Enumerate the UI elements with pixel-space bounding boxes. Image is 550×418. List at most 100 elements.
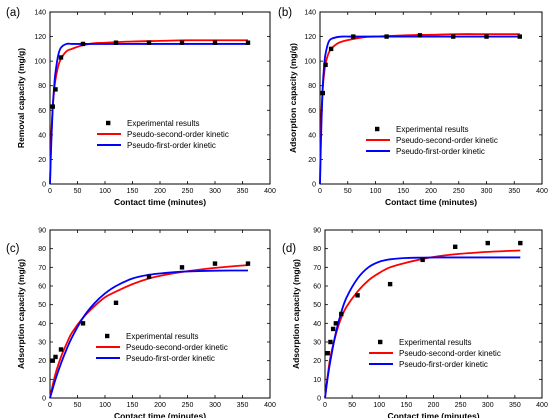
- data-point: [58, 347, 64, 352]
- y-tick-label: 20: [38, 157, 46, 164]
- series-line-pseudo-second-order: [49, 39, 248, 185]
- x-tick-label: 300: [209, 188, 221, 195]
- data-point: [484, 34, 489, 39]
- data-point: [518, 240, 523, 246]
- y-tick-label: 140: [304, 10, 316, 17]
- x-tick-label: 100: [373, 402, 385, 409]
- y-tick-label: 100: [304, 59, 316, 66]
- x-tick-label: 400: [536, 402, 548, 409]
- data-point: [245, 261, 251, 266]
- legend-label: Experimental results: [127, 119, 199, 128]
- x-tick-label: 100: [99, 188, 111, 195]
- chart-panel-d: 0 50 100 150 200 250 300 350 400 0 10 20 30 40 50 60 70 8…: [282, 228, 548, 418]
- data-point: [328, 339, 333, 345]
- x-axis-title: Contact time (minutes): [114, 197, 206, 207]
- data-point: [50, 104, 55, 109]
- data-point: [53, 354, 58, 360]
- y-tick-label: 20: [38, 358, 46, 365]
- data-point: [320, 90, 325, 96]
- data-point: [387, 281, 393, 287]
- y-tick-label: 50: [313, 302, 321, 309]
- y-tick-label: 80: [38, 246, 46, 253]
- x-tick-label: 50: [344, 188, 352, 195]
- y-tick-label: 40: [313, 321, 321, 328]
- chart-panel-a: 0 50 100 150 200 250 300 350 400 0 20 40 60 80 100 120 1…: [6, 7, 276, 207]
- series-line-pseudo-second-order: [324, 249, 521, 399]
- data-point: [485, 240, 490, 246]
- y-tick-label: 60: [38, 108, 46, 115]
- y-tick-label: 90: [313, 228, 321, 235]
- panel-label: (a): [6, 7, 20, 19]
- series-line-pseudo-first-order: [324, 256, 521, 399]
- data-point: [333, 321, 339, 326]
- data-point: [420, 257, 425, 263]
- series-line-pseudo-second-order: [319, 33, 520, 185]
- data-point: [339, 311, 344, 317]
- panel-label: (c): [6, 243, 20, 255]
- x-tick-label: 250: [182, 188, 194, 195]
- data-point: [453, 244, 458, 249]
- y-axis-title: Adsorption capacity (mg/g): [16, 259, 26, 369]
- x-tick-label: 300: [482, 402, 494, 409]
- x-tick-label: 0: [48, 188, 52, 195]
- x-tick-label: 150: [127, 188, 139, 195]
- data-point: [58, 55, 64, 60]
- y-tick-label: 30: [313, 340, 321, 347]
- y-tick-label: 0: [42, 396, 46, 403]
- legend-label: Experimental results: [126, 332, 198, 341]
- x-tick-label: 250: [182, 402, 194, 409]
- y-tick-label: 0: [317, 396, 321, 403]
- data-point: [179, 40, 185, 45]
- y-tick-label: 20: [313, 358, 321, 365]
- legend-label: Pseudo-second-order kinetic: [127, 130, 229, 139]
- x-tick-label: 100: [99, 402, 111, 409]
- data-point: [113, 300, 119, 305]
- data-point: [330, 326, 336, 332]
- legend-label: Pseudo-first-order kinetic: [396, 147, 485, 156]
- data-point: [328, 46, 334, 52]
- y-tick-label: 30: [38, 340, 46, 347]
- y-tick-label: 80: [38, 83, 46, 90]
- x-tick-label: 50: [74, 402, 82, 409]
- x-tick-label: 200: [428, 402, 440, 409]
- panel-label: (b): [278, 7, 292, 19]
- legend-marker-points: [106, 120, 111, 126]
- x-tick-label: 0: [48, 402, 52, 409]
- x-tick-label: 100: [370, 188, 382, 195]
- y-tick-label: 120: [34, 34, 46, 41]
- x-tick-label: 400: [264, 402, 276, 409]
- y-axis-title: Adsorption capacity (mg/g): [288, 43, 298, 153]
- y-tick-label: 10: [313, 377, 321, 384]
- y-tick-label: 40: [38, 132, 46, 139]
- y-tick-label: 60: [313, 284, 321, 291]
- data-point: [245, 40, 251, 45]
- data-point: [355, 293, 360, 298]
- data-point: [146, 274, 152, 279]
- x-tick-label: 0: [323, 402, 327, 409]
- x-tick-label: 350: [237, 188, 249, 195]
- y-tick-label: 50: [38, 302, 46, 309]
- data-point: [417, 33, 423, 38]
- series-line-pseudo-second-order: [49, 264, 249, 399]
- data-point: [451, 34, 456, 39]
- data-point: [113, 40, 119, 45]
- x-tick-label: 300: [481, 188, 493, 195]
- data-point: [50, 358, 55, 363]
- y-tick-label: 90: [38, 228, 46, 235]
- y-tick-label: 70: [38, 265, 46, 272]
- series-line-pseudo-first-order: [49, 42, 248, 185]
- legend-marker-points: [378, 339, 383, 345]
- x-tick-label: 400: [536, 188, 548, 195]
- x-tick-label: 250: [453, 188, 465, 195]
- legend-label: Pseudo-second-order kinetic: [396, 136, 498, 145]
- chart-panel-c: 0 50 100 150 200 250 300 350 400 0 10 20 30 40 50 60 70 8…: [6, 228, 276, 418]
- y-tick-label: 80: [313, 246, 321, 253]
- x-tick-label: 350: [508, 188, 520, 195]
- chart-panel-b: 0 50 100 150 200 250 300 350 400 0 20 40 60 80 100 120 1…: [278, 7, 548, 207]
- data-point: [53, 87, 58, 92]
- x-tick-label: 150: [127, 402, 139, 409]
- plot-frame: [324, 229, 543, 399]
- y-tick-label: 40: [308, 132, 316, 139]
- series-line-pseudo-first-order: [49, 269, 249, 399]
- y-tick-label: 20: [308, 157, 316, 164]
